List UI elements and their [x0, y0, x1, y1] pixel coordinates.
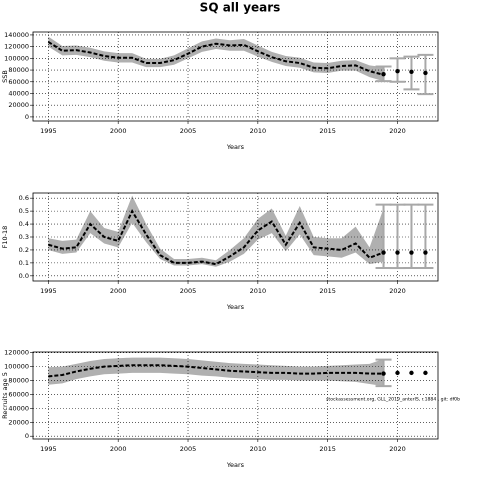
x-axis-label: Years — [226, 303, 245, 311]
y-tick-label: 0.2 — [19, 246, 29, 254]
line — [48, 364, 384, 378]
y-tick-label: 80000 — [8, 66, 29, 74]
x-tick-label: 2020 — [389, 445, 406, 453]
projection-point — [381, 371, 386, 376]
x-tick-label: 2010 — [250, 445, 267, 453]
projection-point — [395, 69, 400, 74]
x-tick-label: 1995 — [40, 127, 57, 135]
y-tick-label: 20000 — [8, 101, 29, 109]
y-tick-label: 100000 — [4, 363, 29, 371]
projection-point — [423, 70, 428, 76]
y-tick-label: 140000 — [4, 31, 29, 39]
y-axis-label: SSB — [1, 70, 9, 83]
x-tick-label: 2000 — [110, 287, 127, 295]
y-tick-label: 60000 — [8, 390, 29, 398]
projection-point — [423, 370, 428, 376]
x-tick-label: 2010 — [250, 287, 267, 295]
y-tick-label: 120000 — [4, 349, 29, 357]
y-tick-label: 0.6 — [19, 194, 29, 202]
x-tick-label: 2020 — [389, 287, 406, 295]
projection-point — [381, 71, 386, 77]
y-axis-label: F10-18 — [1, 226, 9, 249]
x-tick-label: 1995 — [40, 287, 57, 295]
y-tick-label: 0.0 — [19, 272, 29, 280]
y-tick-label: 20000 — [8, 418, 29, 426]
error-bar — [375, 203, 392, 270]
x-tick-label: 2000 — [110, 445, 127, 453]
error-bar — [389, 203, 406, 270]
line — [47, 41, 384, 76]
projection-point — [395, 370, 400, 376]
y-tick-label: 0.4 — [19, 220, 29, 228]
projection-point — [423, 250, 428, 255]
x-tick-label: 2015 — [319, 127, 336, 135]
y-tick-label: 0 — [25, 113, 29, 121]
projection-point — [381, 250, 386, 255]
projection-point — [409, 370, 414, 376]
annotation: stockassessment.org, GLL_2019_anterIS, r… — [326, 397, 460, 403]
y-tick-label: 0.5 — [19, 207, 29, 215]
line — [48, 208, 384, 266]
y-tick-label: 60000 — [8, 78, 29, 86]
projection-point — [409, 250, 414, 255]
plot-frame — [32, 31, 439, 122]
x-tick-label: 1995 — [40, 445, 57, 453]
y-tick-label: 100000 — [4, 54, 29, 62]
x-axis-label: Years — [226, 143, 245, 151]
x-tick-label: 2015 — [319, 287, 336, 295]
plot-frame — [32, 351, 439, 440]
confidence-band — [48, 36, 384, 82]
x-axis-label: Years — [226, 461, 245, 469]
y-tick-label: 120000 — [4, 43, 29, 51]
y-tick-label: 40000 — [8, 89, 29, 97]
x-tick-label: 2005 — [180, 445, 197, 453]
x-tick-label: 2005 — [180, 127, 197, 135]
y-tick-label: 0.3 — [19, 233, 29, 241]
x-tick-label: 2015 — [319, 445, 336, 453]
x-tick-label: 2010 — [250, 127, 267, 135]
chart-title: SQ all years — [200, 1, 281, 15]
error-bar — [417, 203, 434, 270]
error-bar — [403, 203, 420, 270]
y-tick-label: 40000 — [8, 404, 29, 412]
x-tick-label: 2005 — [180, 287, 197, 295]
y-axis-label: Recruits age 5 — [1, 372, 9, 419]
projection-point — [395, 250, 400, 255]
plot-frame — [32, 192, 439, 282]
x-tick-label: 2000 — [110, 127, 127, 135]
y-tick-label: 0.1 — [19, 259, 29, 267]
x-tick-label: 2020 — [389, 127, 406, 135]
y-tick-label: 80000 — [8, 377, 29, 385]
y-tick-label: 0 — [25, 432, 29, 440]
confidence-band — [48, 357, 384, 387]
projection-point — [409, 69, 414, 75]
